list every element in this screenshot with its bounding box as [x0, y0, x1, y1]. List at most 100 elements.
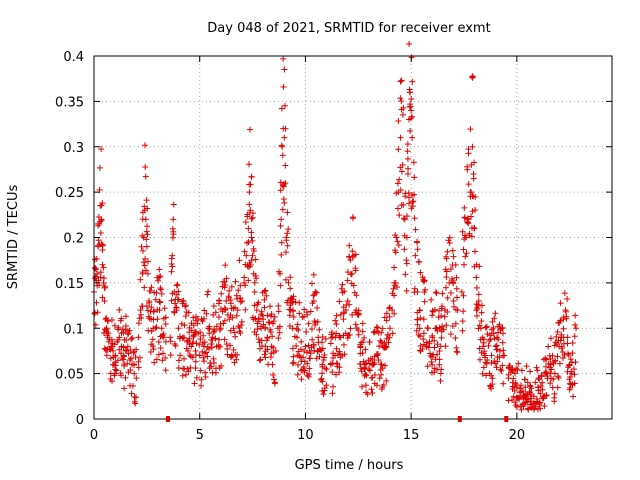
data-point: [362, 359, 369, 366]
data-point: [442, 343, 449, 350]
data-point: [522, 399, 529, 406]
data-point: [278, 239, 285, 246]
data-point: [125, 350, 132, 357]
data-point: [253, 307, 260, 314]
data-point: [148, 304, 155, 311]
data-point: [113, 367, 120, 374]
data-point: [144, 307, 151, 314]
data-point: [485, 342, 492, 349]
data-point: [535, 384, 542, 391]
data-point: [282, 162, 289, 169]
data-point: [231, 329, 238, 336]
data-point: [278, 251, 285, 258]
data-point: [482, 352, 489, 359]
data-point: [277, 187, 284, 194]
data-point: [426, 340, 433, 347]
data-point: [446, 234, 453, 241]
data-point: [232, 351, 239, 358]
data-point: [422, 286, 429, 293]
data-point: [444, 248, 451, 255]
data-point: [378, 329, 385, 336]
data-point: [496, 321, 503, 328]
data-point: [229, 353, 236, 360]
data-point: [293, 334, 300, 341]
data-point: [281, 102, 288, 109]
data-point: [414, 239, 421, 246]
data-point: [93, 255, 100, 262]
data-point: [403, 234, 410, 241]
data-point: [468, 189, 475, 196]
data-point: [410, 198, 417, 205]
data-point: [108, 336, 115, 343]
data-point: [389, 330, 396, 337]
data-point: [416, 259, 423, 266]
data-point: [522, 384, 529, 391]
data-point: [363, 389, 370, 396]
data-point: [280, 83, 287, 90]
data-point: [444, 294, 451, 301]
data-point: [348, 270, 355, 277]
data-point: [521, 376, 528, 383]
data-point: [407, 127, 414, 134]
data-point: [417, 348, 424, 355]
data-point: [549, 384, 556, 391]
data-point: [464, 163, 471, 170]
data-point: [237, 294, 244, 301]
data-point: [98, 217, 105, 224]
data-point: [241, 274, 248, 281]
data-point: [232, 278, 239, 285]
data-point: [275, 302, 282, 309]
data-point: [488, 352, 495, 359]
data-point: [382, 343, 389, 350]
data-point: [196, 352, 203, 359]
data-point: [227, 342, 234, 349]
data-point: [246, 161, 253, 168]
data-point: [121, 385, 128, 392]
data-gap-marker: [504, 416, 509, 422]
data-point: [218, 363, 225, 370]
data-point: [560, 325, 567, 332]
data-point: [532, 403, 539, 410]
data-point: [208, 363, 215, 370]
data-point: [200, 332, 207, 339]
data-point: [533, 364, 540, 371]
data-point: [537, 390, 544, 397]
data-point: [396, 176, 403, 183]
data-point: [98, 202, 105, 209]
data-point: [102, 284, 109, 291]
data-point: [221, 278, 228, 285]
data-point: [569, 381, 576, 388]
data-point: [530, 400, 537, 407]
data-point: [386, 313, 393, 320]
data-point: [460, 308, 467, 315]
y-tick-label: 0.15: [55, 277, 84, 292]
data-point: [523, 363, 530, 370]
data-point: [201, 307, 208, 314]
data-point: [201, 350, 208, 357]
data-point: [150, 308, 157, 315]
data-point: [463, 234, 470, 241]
data-point: [454, 349, 461, 356]
data-point: [554, 384, 561, 391]
data-point: [476, 322, 483, 329]
data-point: [277, 222, 284, 229]
data-point: [261, 304, 268, 311]
data-point: [425, 344, 432, 351]
data-point: [400, 201, 407, 208]
data-point: [167, 334, 174, 341]
data-point: [349, 215, 356, 222]
data-point: [103, 352, 110, 359]
data-point: [496, 347, 503, 354]
data-point: [284, 230, 291, 237]
data-point: [433, 325, 440, 332]
data-point: [362, 382, 369, 389]
data-point: [142, 255, 149, 262]
data-point: [391, 310, 398, 317]
y-tick-label: 0.2: [63, 232, 84, 247]
data-point: [491, 335, 498, 342]
data-point: [257, 356, 264, 363]
data-point: [402, 193, 409, 200]
data-point: [415, 331, 422, 338]
data-point: [357, 343, 364, 350]
data-point: [475, 298, 482, 305]
